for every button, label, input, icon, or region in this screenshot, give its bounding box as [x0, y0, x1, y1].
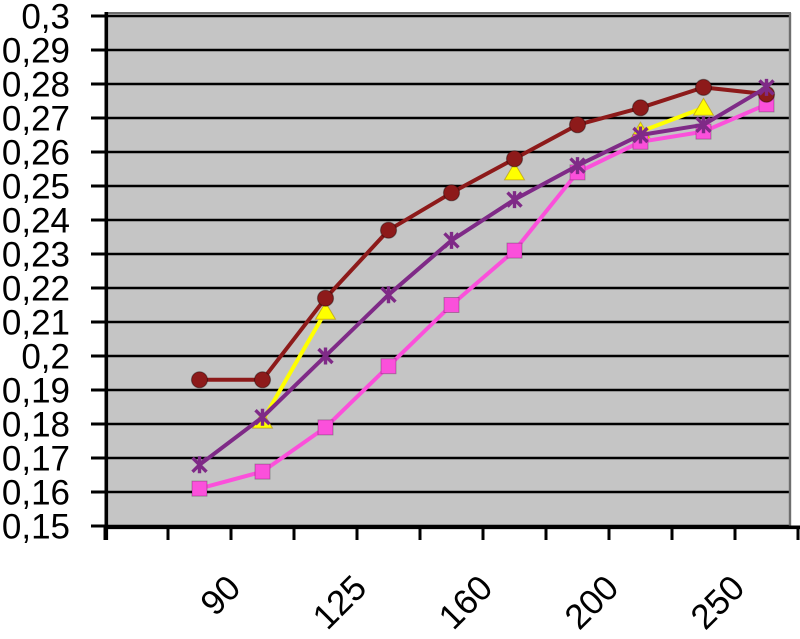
y-axis-label: 0,3 — [21, 0, 70, 37]
y-axis-label: 0,27 — [2, 100, 70, 139]
series-magenta-squares-marker — [317, 419, 334, 436]
series-magenta-squares-marker — [443, 297, 460, 313]
y-axis-label: 0,19 — [2, 372, 70, 411]
series-purple-stars-marker — [443, 231, 460, 249]
series-purple-stars-marker — [506, 191, 523, 209]
y-axis: 0,30,290,280,270,260,250,240,230,220,210… — [2, 0, 107, 547]
x-axis-label: 250 — [683, 568, 752, 637]
series-dark-red-circles-marker — [253, 371, 272, 389]
series-purple-stars-marker — [695, 116, 712, 134]
y-axis-label: 0,17 — [2, 440, 70, 479]
series-purple-stars-marker — [317, 347, 334, 365]
y-axis-label: 0,25 — [2, 168, 70, 207]
y-axis-label: 0,16 — [2, 474, 70, 513]
series-dark-red-circles — [190, 78, 776, 389]
series-yellow-triangles-marker — [314, 301, 337, 320]
y-axis-label: 0,23 — [2, 236, 70, 275]
series-dark-red-circles-line — [197, 85, 769, 382]
series-dark-red-circles-marker — [568, 116, 587, 134]
series-dark-red-circles-marker — [505, 150, 524, 168]
y-axis-label: 0,22 — [2, 270, 70, 309]
series-yellow-triangles-marker — [692, 97, 715, 116]
y-axis-label: 0,18 — [2, 406, 70, 445]
series-magenta-squares-marker — [191, 480, 208, 497]
plot-area — [105, 13, 791, 526]
y-axis-label: 0,24 — [2, 202, 70, 241]
series-dark-red-circles-marker — [694, 78, 713, 97]
series-purple-stars-line — [197, 85, 769, 467]
series-purple-stars-marker — [758, 78, 775, 96]
series-purple-stars-marker — [380, 286, 397, 304]
x-axis-label: 125 — [305, 568, 374, 637]
x-axis: 90 125 160 200 250 — [103, 527, 800, 637]
series-yellow-triangles-line — [260, 105, 706, 423]
series-magenta-squares-marker — [254, 463, 271, 480]
x-axis-label: 90 — [193, 568, 248, 623]
series-purple-stars-marker — [632, 126, 649, 144]
x-axis-label: 160 — [431, 568, 500, 637]
series-dark-red-circles-marker — [631, 99, 650, 117]
y-axis-label: 0,29 — [2, 32, 70, 71]
y-axis-label: 0,21 — [2, 304, 70, 343]
series-dark-red-circles-marker — [190, 371, 209, 389]
series-purple-stars — [191, 78, 775, 474]
series-dark-red-circles-marker — [316, 289, 335, 307]
y-axis-label: 0,28 — [2, 66, 70, 105]
series-magenta-squares-marker — [380, 358, 397, 375]
series-purple-stars-marker — [569, 157, 586, 175]
series-purple-stars-marker — [191, 456, 208, 474]
series-purple-stars-marker — [254, 408, 271, 426]
series-dark-red-circles-marker — [379, 221, 398, 239]
y-axis-label: 0,2 — [21, 338, 70, 377]
x-axis-label: 200 — [557, 568, 626, 637]
y-axis-label: 0,15 — [2, 508, 70, 547]
y-axis-label: 0,26 — [2, 134, 70, 173]
series-yellow-triangles-marker — [503, 161, 526, 181]
series-magenta-squares-line — [197, 102, 769, 491]
series-dark-red-circles-marker — [442, 184, 461, 202]
series-magenta-squares-marker — [506, 242, 523, 259]
